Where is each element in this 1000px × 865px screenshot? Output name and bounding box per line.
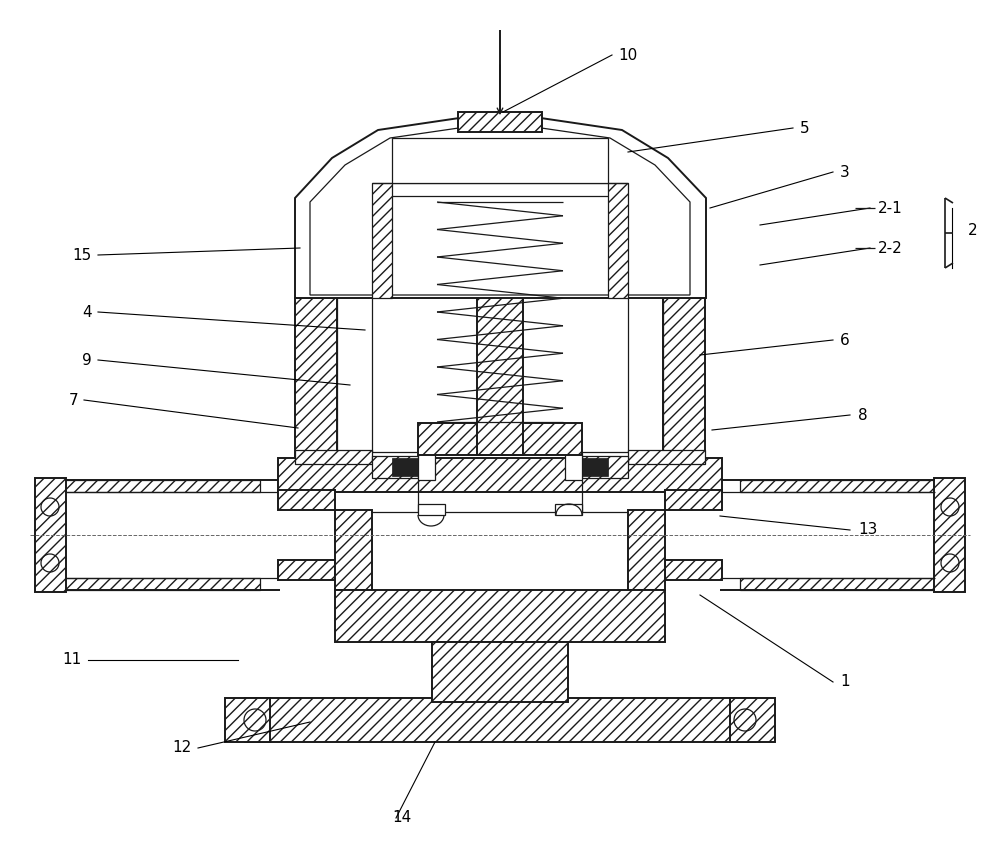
Polygon shape: [65, 578, 260, 590]
Polygon shape: [432, 642, 568, 702]
Text: 5: 5: [800, 120, 810, 136]
Text: 4: 4: [82, 304, 92, 319]
Polygon shape: [225, 698, 270, 742]
Polygon shape: [310, 122, 690, 295]
Polygon shape: [740, 480, 940, 492]
Polygon shape: [582, 456, 628, 478]
Text: 1: 1: [840, 675, 850, 689]
Text: 11: 11: [63, 652, 82, 668]
Text: 2-1: 2-1: [878, 201, 903, 215]
Polygon shape: [392, 138, 608, 183]
Polygon shape: [295, 450, 372, 464]
Polygon shape: [278, 490, 335, 510]
Polygon shape: [295, 298, 337, 458]
Text: 2-2: 2-2: [878, 240, 903, 255]
Text: 12: 12: [173, 740, 192, 755]
Polygon shape: [555, 504, 582, 515]
Polygon shape: [245, 698, 755, 742]
Polygon shape: [565, 453, 582, 480]
Polygon shape: [608, 183, 628, 298]
Polygon shape: [372, 183, 392, 298]
Polygon shape: [418, 504, 445, 515]
Polygon shape: [628, 510, 665, 590]
Polygon shape: [35, 478, 66, 592]
Text: 9: 9: [82, 353, 92, 368]
Text: 15: 15: [73, 247, 92, 262]
Polygon shape: [582, 458, 608, 476]
Polygon shape: [665, 560, 722, 580]
Polygon shape: [372, 456, 418, 478]
Polygon shape: [278, 560, 335, 580]
Text: 7: 7: [68, 393, 78, 407]
Polygon shape: [335, 590, 665, 642]
Polygon shape: [278, 458, 722, 492]
Polygon shape: [730, 698, 775, 742]
Polygon shape: [418, 453, 435, 480]
Polygon shape: [740, 578, 940, 590]
Polygon shape: [463, 183, 537, 200]
Polygon shape: [628, 450, 705, 464]
Text: 10: 10: [618, 48, 637, 62]
Polygon shape: [665, 490, 722, 510]
Text: 13: 13: [858, 522, 877, 537]
Text: 14: 14: [392, 811, 411, 825]
Polygon shape: [65, 480, 260, 492]
Polygon shape: [663, 298, 705, 458]
Text: 2: 2: [968, 222, 978, 238]
Polygon shape: [934, 478, 965, 592]
Polygon shape: [335, 510, 372, 590]
Polygon shape: [477, 193, 523, 455]
Polygon shape: [458, 112, 542, 132]
Polygon shape: [392, 458, 418, 476]
Polygon shape: [295, 112, 706, 298]
Text: 8: 8: [858, 407, 868, 422]
Text: 3: 3: [840, 164, 850, 180]
Polygon shape: [418, 423, 582, 455]
Text: 6: 6: [840, 332, 850, 348]
